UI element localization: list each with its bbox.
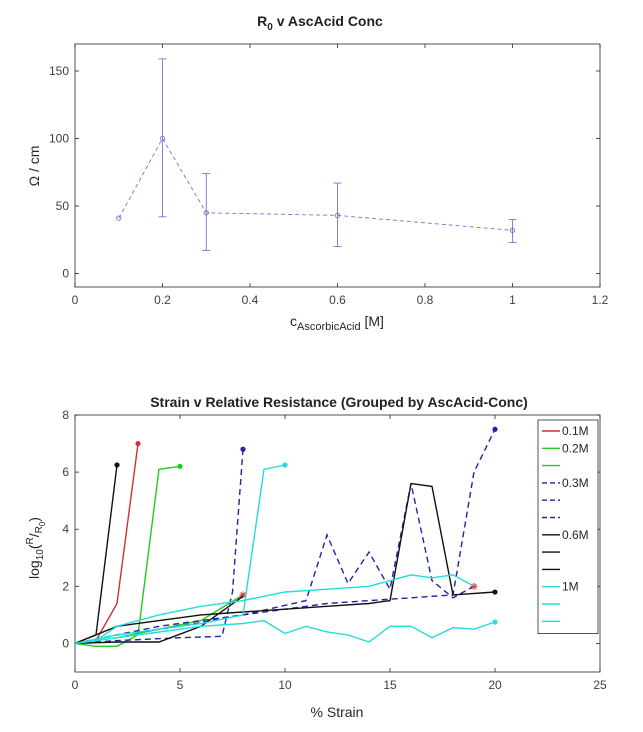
end-marker — [492, 619, 498, 625]
legend-box — [537, 419, 599, 635]
series-line — [74, 595, 244, 645]
data-point — [116, 215, 122, 221]
chart2-legend: 0.1M 0.2M 0.3M 0.6M 1M — [537, 419, 599, 635]
end-marker — [135, 440, 141, 447]
x-tick-label: 25 — [593, 678, 607, 692]
data-point — [509, 227, 516, 233]
chart2-y-ticks: 0 2 4 6 8 — [62, 408, 600, 650]
chart1-title: R0 v AscAcid Conc — [257, 13, 383, 33]
y-tick-label: 0 — [62, 636, 69, 650]
y-tick-label: 6 — [62, 465, 69, 479]
y-tick-label: 100 — [49, 132, 69, 146]
series-line — [74, 619, 496, 645]
y-tick-label: 150 — [49, 64, 69, 78]
end-marker — [240, 446, 246, 452]
data-point — [334, 212, 341, 219]
legend-label: 1M — [562, 580, 579, 594]
chart1-y-ticks: 0 50 100 150 — [49, 64, 600, 281]
y-tick-label: 2 — [62, 579, 69, 593]
chart-strain-vs-resistance: Strain v Relative Resistance (Grouped by… — [25, 394, 607, 720]
series-line — [74, 482, 496, 645]
series-line — [74, 428, 496, 645]
end-marker — [492, 589, 498, 595]
x-tick-label: 0.6 — [329, 293, 346, 307]
end-marker — [282, 462, 288, 468]
x-tick-label: 10 — [278, 678, 292, 692]
x-tick-label: 0 — [72, 293, 79, 307]
chart2-marks — [74, 426, 498, 647]
chart2-x-label: % Strain — [311, 704, 364, 720]
data-point — [203, 210, 209, 216]
legend-label: 0.3M — [562, 476, 589, 490]
end-marker — [177, 463, 183, 469]
star-stroke — [471, 583, 477, 590]
x-tick-label: 1.2 — [592, 293, 609, 307]
series-line — [74, 483, 475, 645]
chart2-plot-area — [74, 414, 601, 673]
chart1-marks — [116, 58, 517, 252]
series-line — [74, 464, 286, 645]
y-tick-label: 0 — [62, 267, 69, 281]
end-marker-star — [470, 582, 478, 590]
x-tick-label: 15 — [383, 678, 397, 692]
chart2-x-ticks: 0 5 10 15 20 25 — [72, 415, 607, 692]
series-line — [118, 137, 513, 231]
chart1-x-ticks: 0 0.2 0.4 0.6 0.8 1 1.2 — [72, 44, 609, 307]
y-tick-label: 4 — [62, 522, 69, 536]
y-tick-label: 50 — [56, 199, 70, 213]
x-tick-label: 20 — [488, 678, 502, 692]
chart-r0-vs-ascacid: R0 v AscAcid Conc 0 0.2 0.4 0.6 0.8 1 1.2 0 50 1… — [26, 13, 609, 333]
chart1-y-label: Ω / cm — [26, 146, 42, 187]
x-tick-label: 0.2 — [154, 293, 171, 307]
star-stroke — [240, 592, 246, 598]
chart1-plot-area — [74, 43, 601, 288]
series-line — [74, 574, 475, 645]
chart2-y-label: log10(R/R0) — [25, 517, 47, 579]
series-line — [74, 443, 139, 645]
x-tick-label: 1 — [509, 293, 516, 307]
chart2-title: Strain v Relative Resistance (Grouped by… — [150, 394, 528, 410]
series-line — [74, 449, 244, 645]
data-point — [159, 135, 166, 142]
x-tick-label: 0.4 — [242, 293, 259, 307]
end-marker — [114, 462, 120, 468]
end-marker — [492, 426, 498, 432]
chart1-x-label: cAscorbicAcid [M] — [290, 313, 384, 333]
legend-label: 0.6M — [562, 528, 589, 542]
legend-label: 0.1M — [562, 424, 589, 438]
y-tick-label: 8 — [62, 408, 69, 422]
legend-label: 0.2M — [562, 441, 589, 455]
x-tick-label: 0.8 — [417, 293, 434, 307]
x-tick-label: 5 — [177, 678, 184, 692]
series-line — [74, 464, 118, 645]
x-tick-label: 0 — [72, 678, 79, 692]
